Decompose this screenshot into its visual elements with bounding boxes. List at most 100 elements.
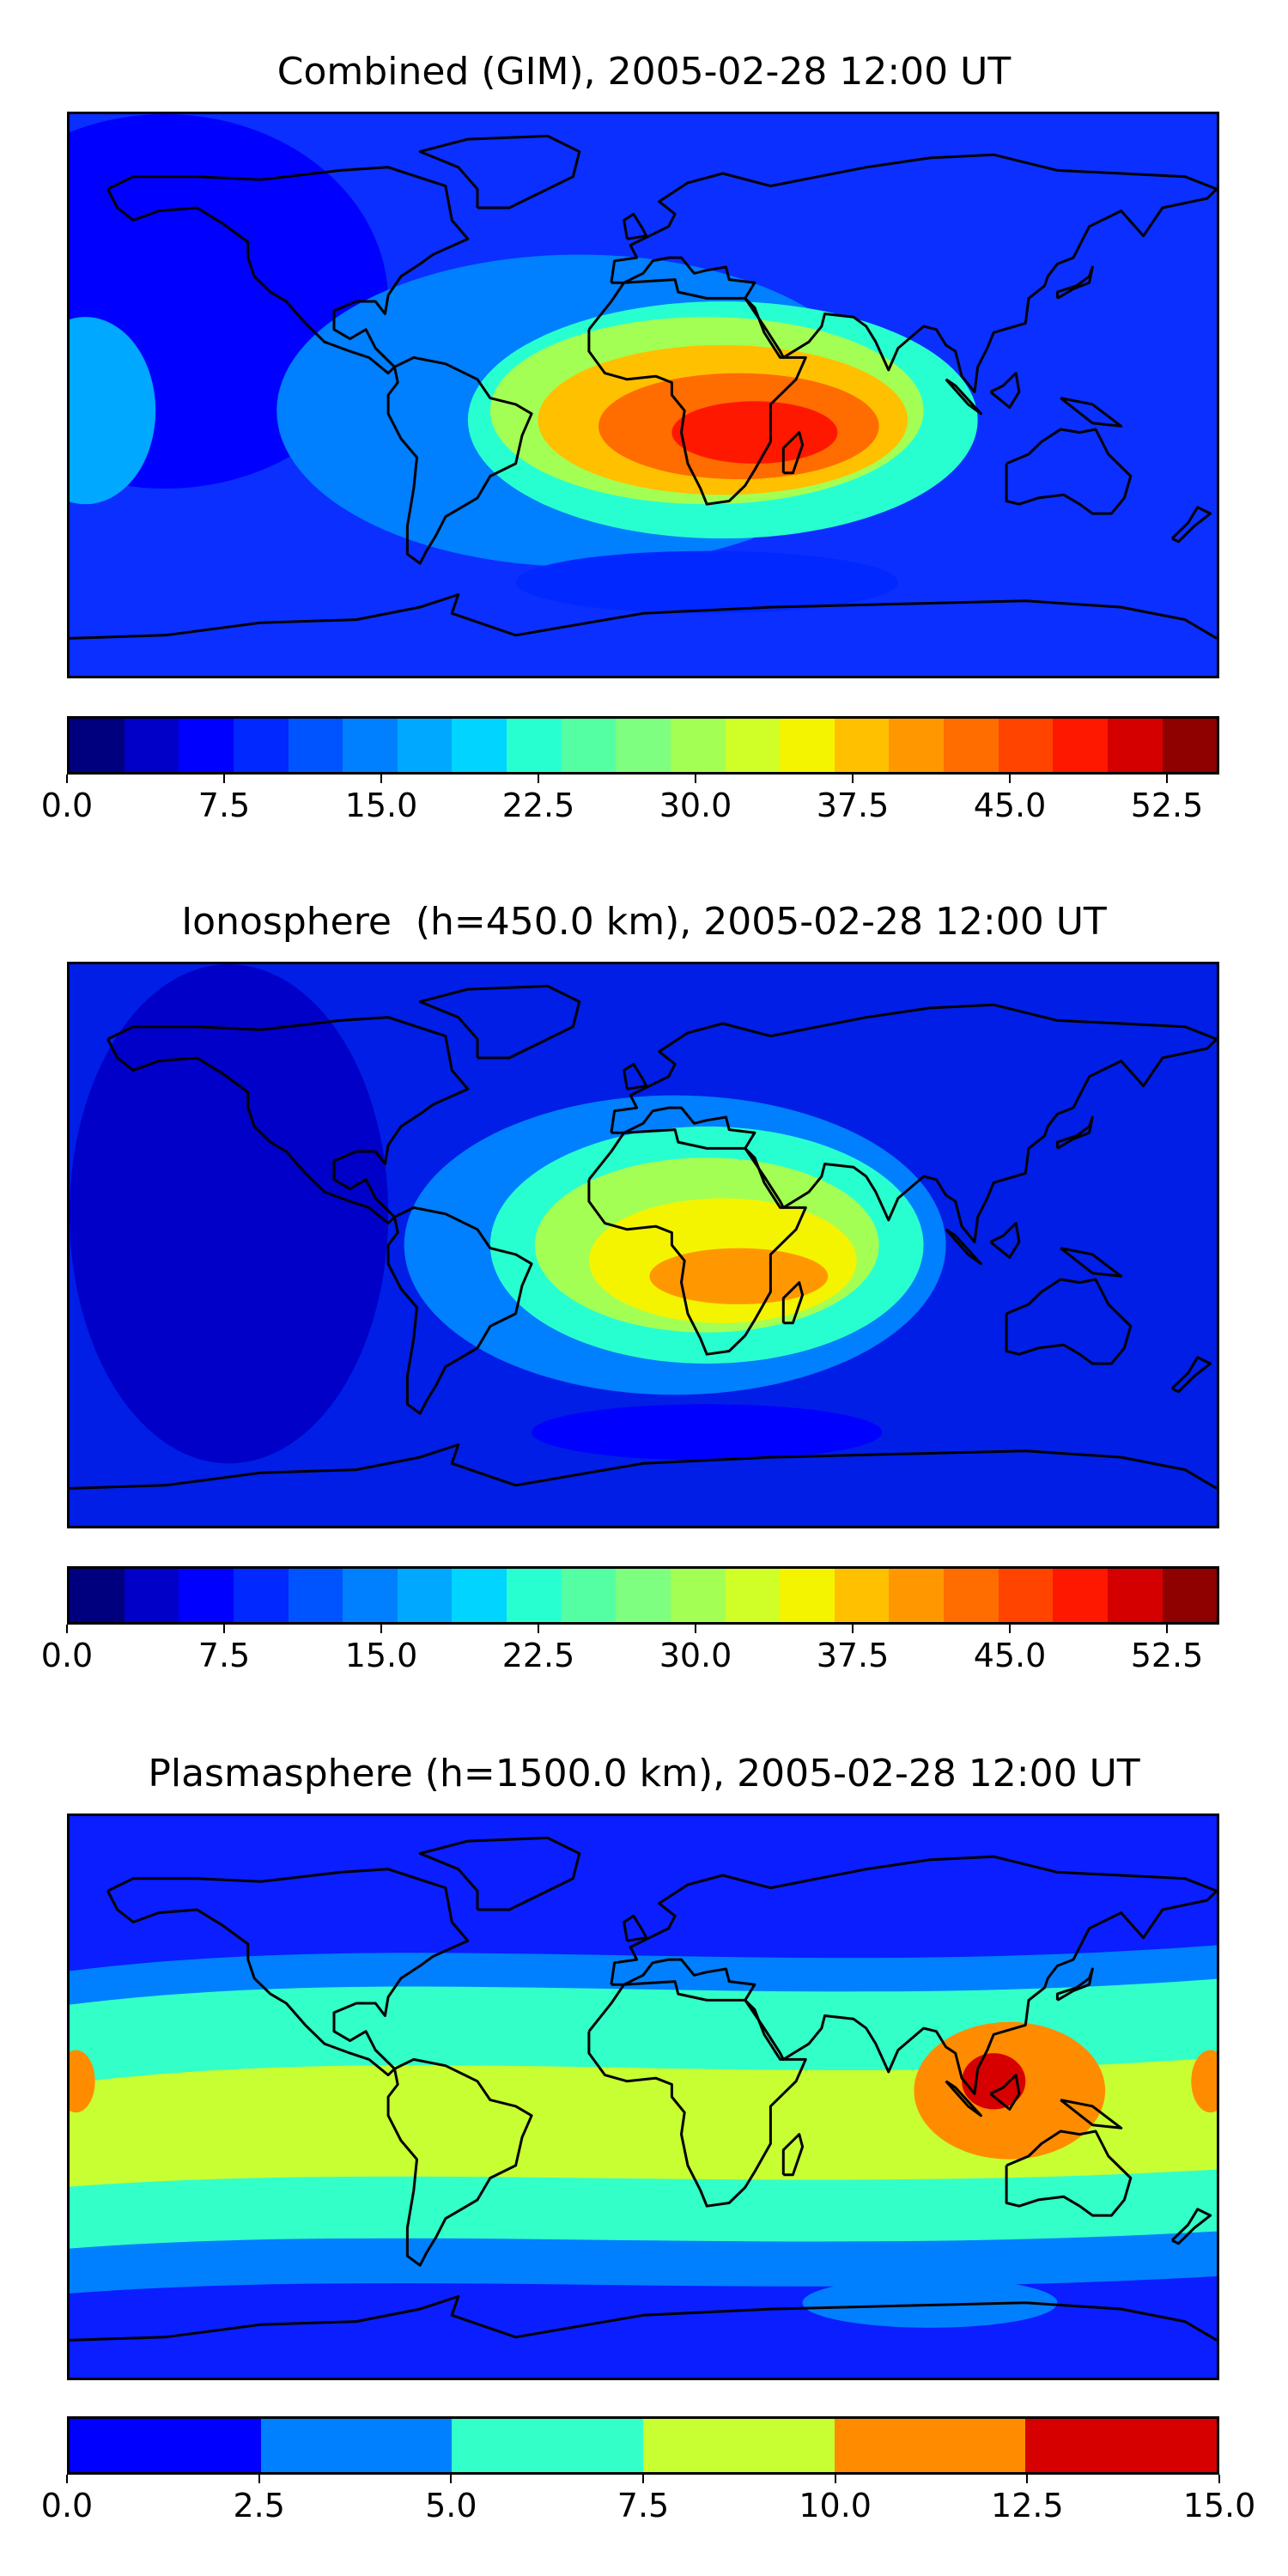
colorbar-segment [643,2419,835,2472]
colorbar-tick-label: 10.0 [799,2487,872,2524]
colorbar-segment [1053,719,1108,772]
colorbar-segment [725,1569,781,1622]
colorbar-segment [343,719,398,772]
colorbar-tick-label: 12.5 [991,2487,1064,2524]
colorbar-tick-label: 37.5 [816,787,890,824]
colorbar-segment [616,719,671,772]
colorbar-tick-label: 7.5 [617,2487,670,2524]
colorbar-tick-label: 0.0 [40,1637,94,1674]
colorbar-tick-label: 2.5 [233,2487,285,2524]
colorbar-segment [288,719,343,772]
tec-map-ionosphere [67,962,1219,1528]
coastline [1170,506,1212,544]
colorbar-tick [538,775,539,783]
coastline [1005,2129,1133,2217]
colorbar-segment [233,1569,289,1622]
panel-title: Plasmasphere (h=1500.0 km), 2005-02-28 1… [148,1752,1140,1795]
coastline [989,2074,1021,2111]
coastline [587,1980,807,2208]
colorbar-tick [834,2475,836,2483]
colorbar-segment [1162,719,1218,772]
coastline [418,1836,581,1911]
colorbar-segment [889,1569,944,1622]
colorbar-tick-label: 0.0 [40,787,94,824]
colorbar-segment [70,2419,261,2472]
colorbar-tick [1166,775,1168,783]
colorbar-segment [616,1569,671,1622]
colorbar-segment [452,1569,507,1622]
colorbar-segment [561,1569,617,1622]
colorbar-tick [1026,2475,1029,2483]
colorbar-tick-label: 37.5 [816,1637,890,1674]
colorbar-tick [1009,775,1011,783]
coastline [781,431,805,475]
colorbar-tick [450,2475,453,2483]
coastline [1005,1278,1133,1365]
colorbar-tick [66,2475,68,2483]
tec-contour [649,1248,829,1305]
coastline [781,1281,805,1325]
colorbar-segment [233,719,289,772]
coastline [781,2133,805,2177]
colorbar-tick-label: 0.0 [40,2487,94,2524]
colorbar-tick [1166,1625,1168,1633]
coastline [1055,265,1094,300]
colorbar-segment [670,1569,726,1622]
panel-title: Combined (GIM), 2005-02-28 12:00 UT [276,50,1012,94]
colorbar-tick [258,2475,260,2483]
colorbar-tick-label: 22.5 [501,1637,575,1674]
colorbar-tick [1218,2475,1220,2483]
coastline [1060,2099,1123,2129]
colorbar-segment [1053,1569,1108,1622]
coastline [418,134,581,210]
colorbar-tick [223,775,225,783]
colorbar-tick [223,1625,225,1633]
coastline [106,166,470,375]
coastline [70,1443,1217,1490]
colorbar-tick-label: 22.5 [501,787,575,824]
colorbar-tick-label: 15.0 [344,787,418,824]
colorbar [67,1566,1219,1625]
coastline [1170,2208,1212,2245]
coastline [70,593,1217,640]
colorbar [67,716,1219,775]
coastline [106,1016,470,1225]
coastline [106,1868,470,2077]
coastline [587,278,807,506]
colorbar-segment [397,1569,453,1622]
coastline [989,1222,1021,1259]
coastline [70,2295,1217,2342]
colorbar-segment [998,719,1054,772]
coastline [587,1128,807,1356]
tec-map-plasmasphere [67,1814,1219,2380]
coastline [623,1914,648,1942]
coastline [1060,397,1123,428]
colorbar-tick-label: 45.0 [973,787,1047,824]
colorbar-segment [725,719,781,772]
colorbar-tick [66,775,68,783]
colorbar-segment [507,1569,562,1622]
colorbar-segment [780,719,835,772]
colorbar-tick [380,1625,382,1633]
tec-contour [70,964,389,1464]
coastline [623,212,648,240]
colorbar-segment [1107,1569,1163,1622]
colorbar-ticks: 0.0 7.5 15.0 22.5 30.0 37.5 45.0 52.5 [41,1625,1219,1676]
colorbar-segment [70,1569,125,1622]
colorbar-segment [1025,2419,1218,2472]
coastline [945,2080,982,2117]
colorbar-segment [780,1569,835,1622]
colorbar-segment [452,2419,644,2472]
colorbar-tick [642,2475,644,2483]
colorbar-tick-label: 52.5 [1130,787,1204,824]
coastline [1060,1247,1123,1278]
colorbar-tick-label: 5.0 [425,2487,477,2524]
colorbar-segment [834,1569,890,1622]
panel-title: Ionosphere (h=450.0 km), 2005-02-28 12:0… [181,900,1107,944]
coastline [1005,428,1133,515]
coastline [623,1062,648,1091]
colorbar-segment [561,719,617,772]
coastline [610,1855,1217,2095]
colorbar-segment [179,1569,234,1622]
coastline [418,984,581,1060]
